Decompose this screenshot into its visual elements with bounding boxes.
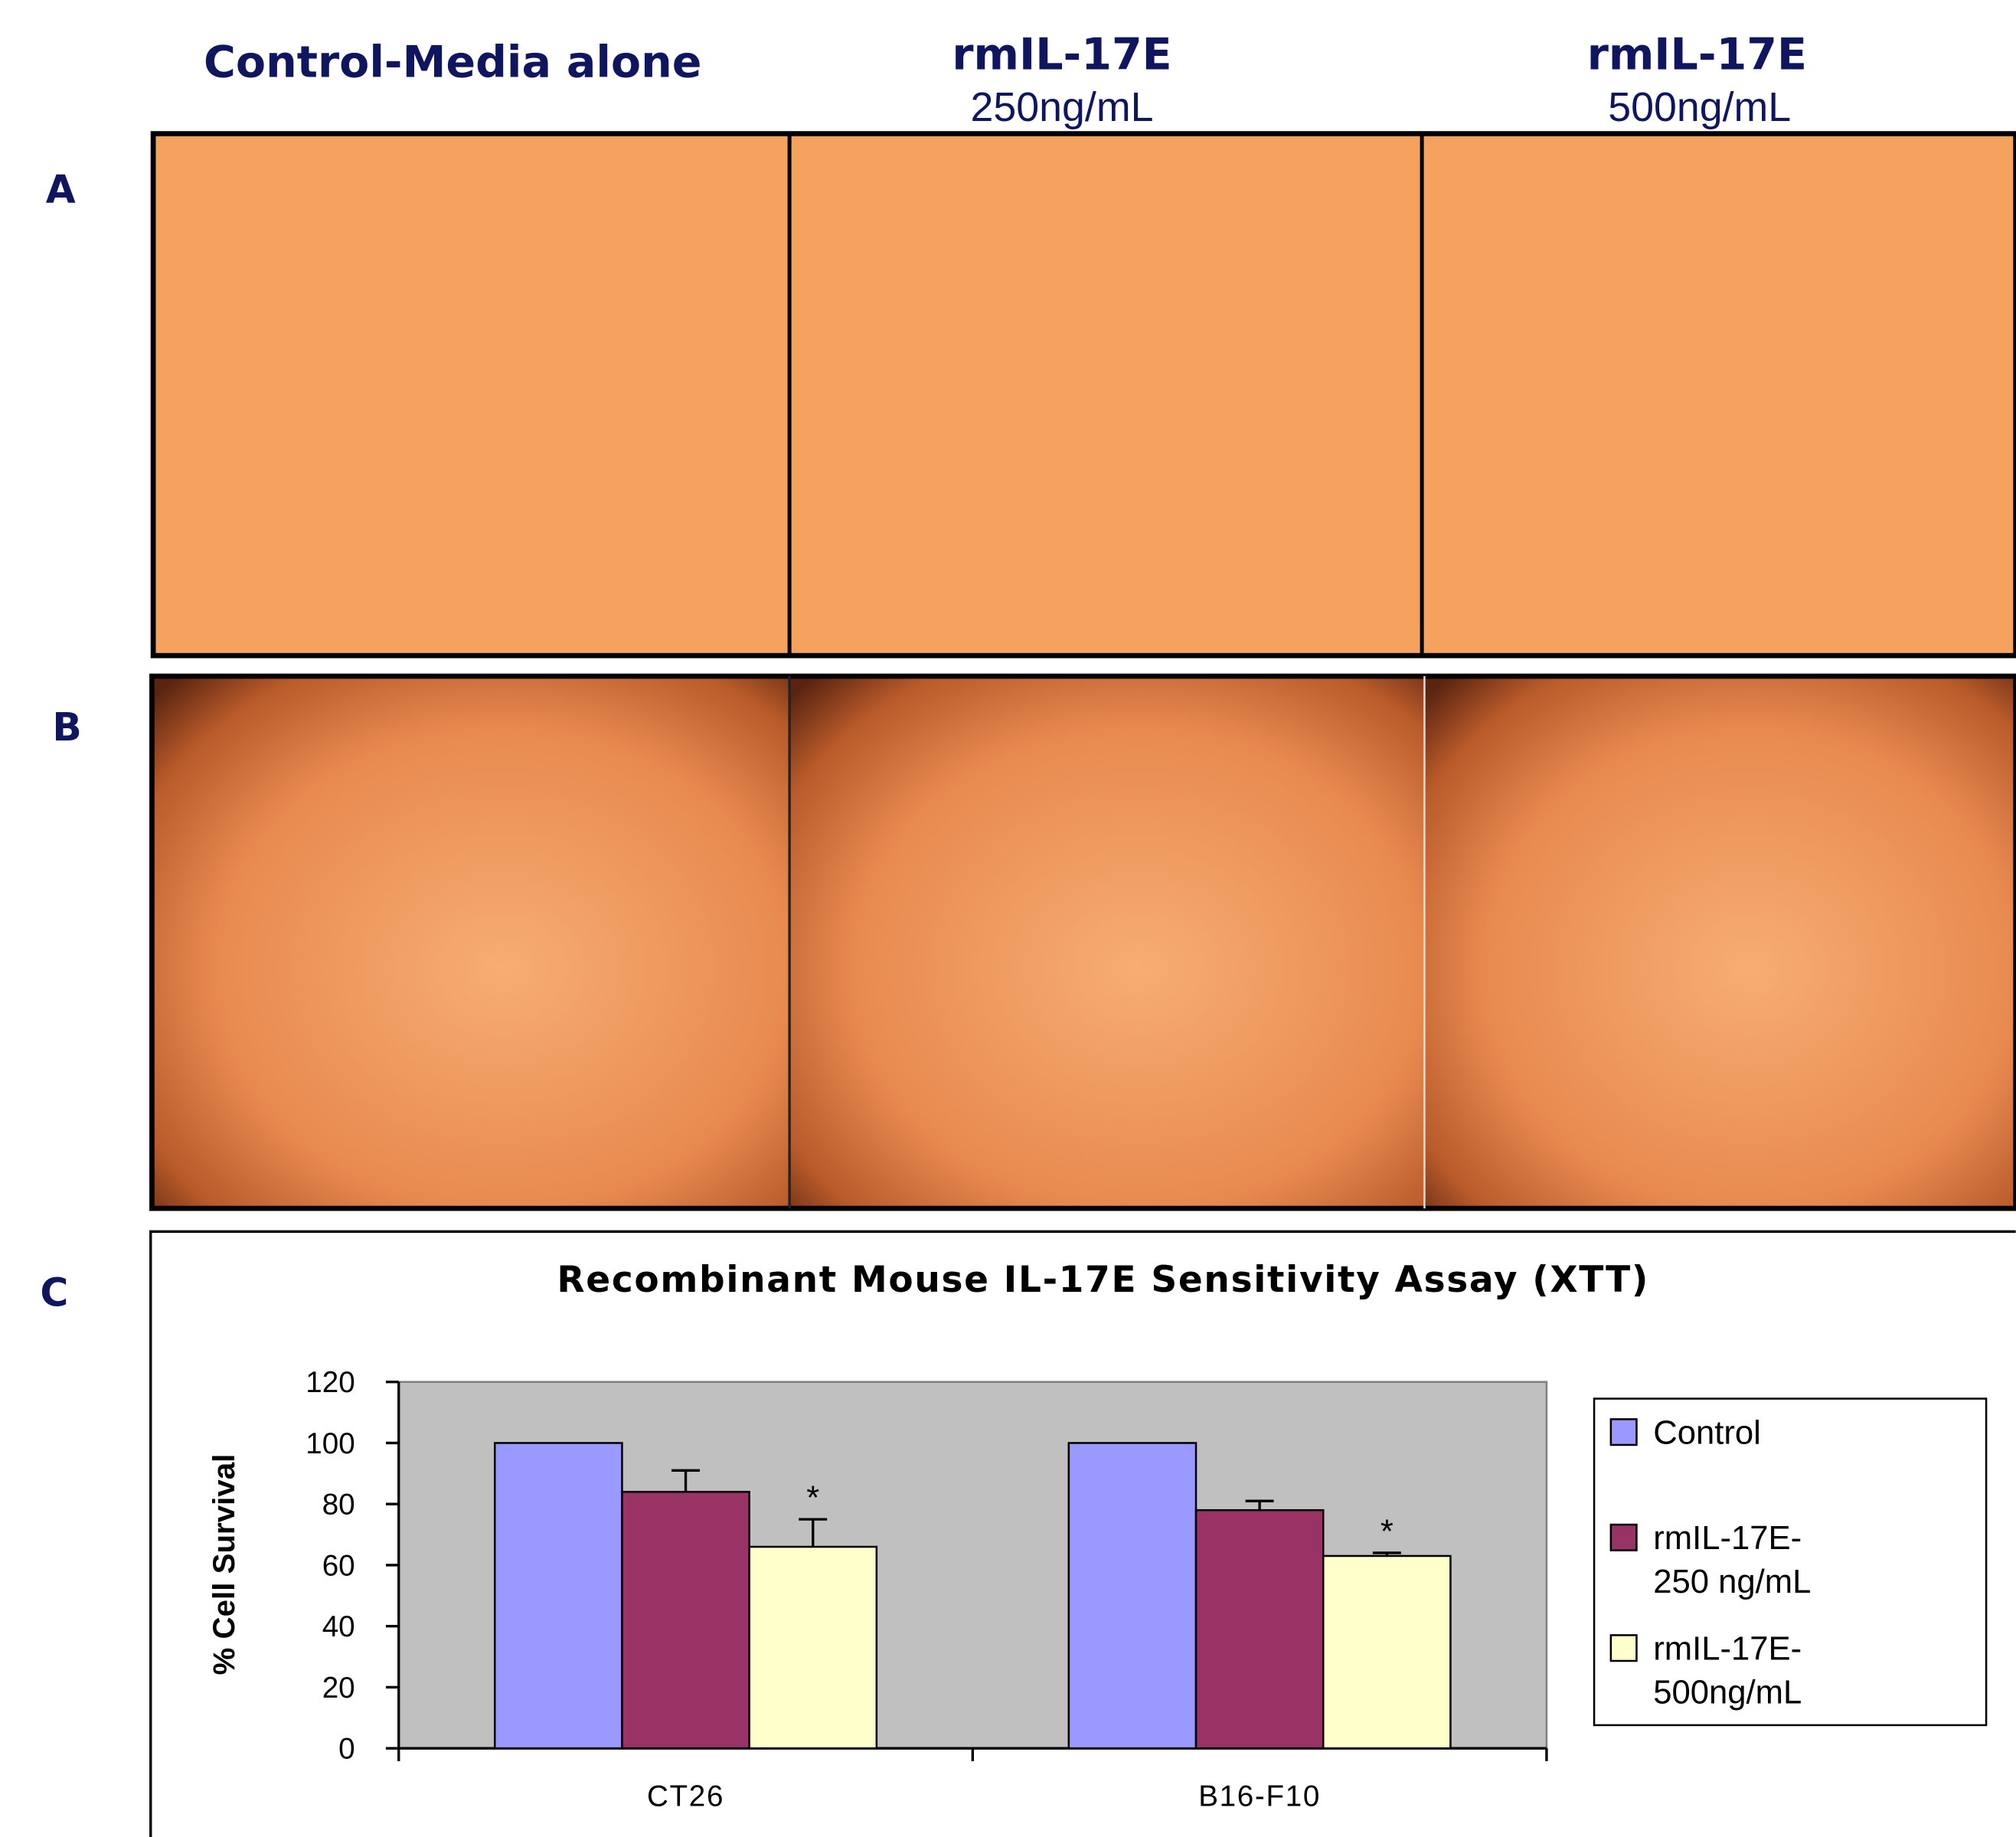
y-tick-label: 80: [322, 1489, 355, 1522]
column-subtitle: 500ng/mL: [1608, 84, 1791, 130]
micrograph: [153, 134, 2016, 656]
panel-label: B: [52, 704, 81, 750]
column-title: rmIL-17E: [1587, 30, 1807, 80]
chart: 0 20 40 60 80 100 120 CT26 * B16-F10 * ControlrmIL-…: [306, 1366, 1986, 1813]
figure: Control-Media alone rmIL-17E 250ng/mL rm…: [0, 0, 2016, 1837]
y-tick-label: 40: [322, 1610, 355, 1643]
micrograph: [789, 676, 1424, 1208]
y-axis-label: % Cell Survival: [207, 1454, 241, 1675]
panel-label: A: [46, 167, 76, 212]
bar: [1069, 1443, 1196, 1748]
column-title: rmIL-17E: [952, 30, 1171, 80]
legend-swatch: [1611, 1419, 1637, 1445]
column-subtitle: 250ng/mL: [971, 84, 1154, 130]
legend-swatch: [1611, 1635, 1637, 1661]
y-tick-label: 100: [306, 1427, 355, 1460]
legend-swatch: [1611, 1525, 1637, 1551]
y-tick-label: 20: [322, 1672, 355, 1705]
column-title: Control-Media alone: [204, 38, 701, 88]
chart-title: Recombinant Mouse IL-17E Sensitivity Ass…: [557, 1259, 1649, 1301]
significance-mark: *: [1380, 1513, 1394, 1551]
legend-label: Control: [1653, 1414, 1761, 1451]
x-tick-label: B16-F10: [1198, 1780, 1321, 1813]
panel-label: C: [40, 1270, 68, 1316]
micrograph-row-b: [152, 676, 2015, 1208]
bar: [750, 1547, 877, 1748]
bar: [622, 1492, 749, 1748]
micrograph-row-a: [153, 134, 2016, 656]
micrograph: [1424, 676, 2015, 1208]
y-tick-label: 0: [338, 1733, 355, 1766]
micrograph: [152, 676, 789, 1208]
bar: [1196, 1510, 1323, 1748]
significance-mark: *: [806, 1479, 819, 1517]
y-tick-label: 60: [322, 1549, 355, 1582]
bar: [495, 1443, 622, 1748]
x-tick-label: CT26: [647, 1780, 724, 1813]
y-tick-label: 120: [306, 1366, 355, 1399]
bar: [1323, 1556, 1450, 1748]
